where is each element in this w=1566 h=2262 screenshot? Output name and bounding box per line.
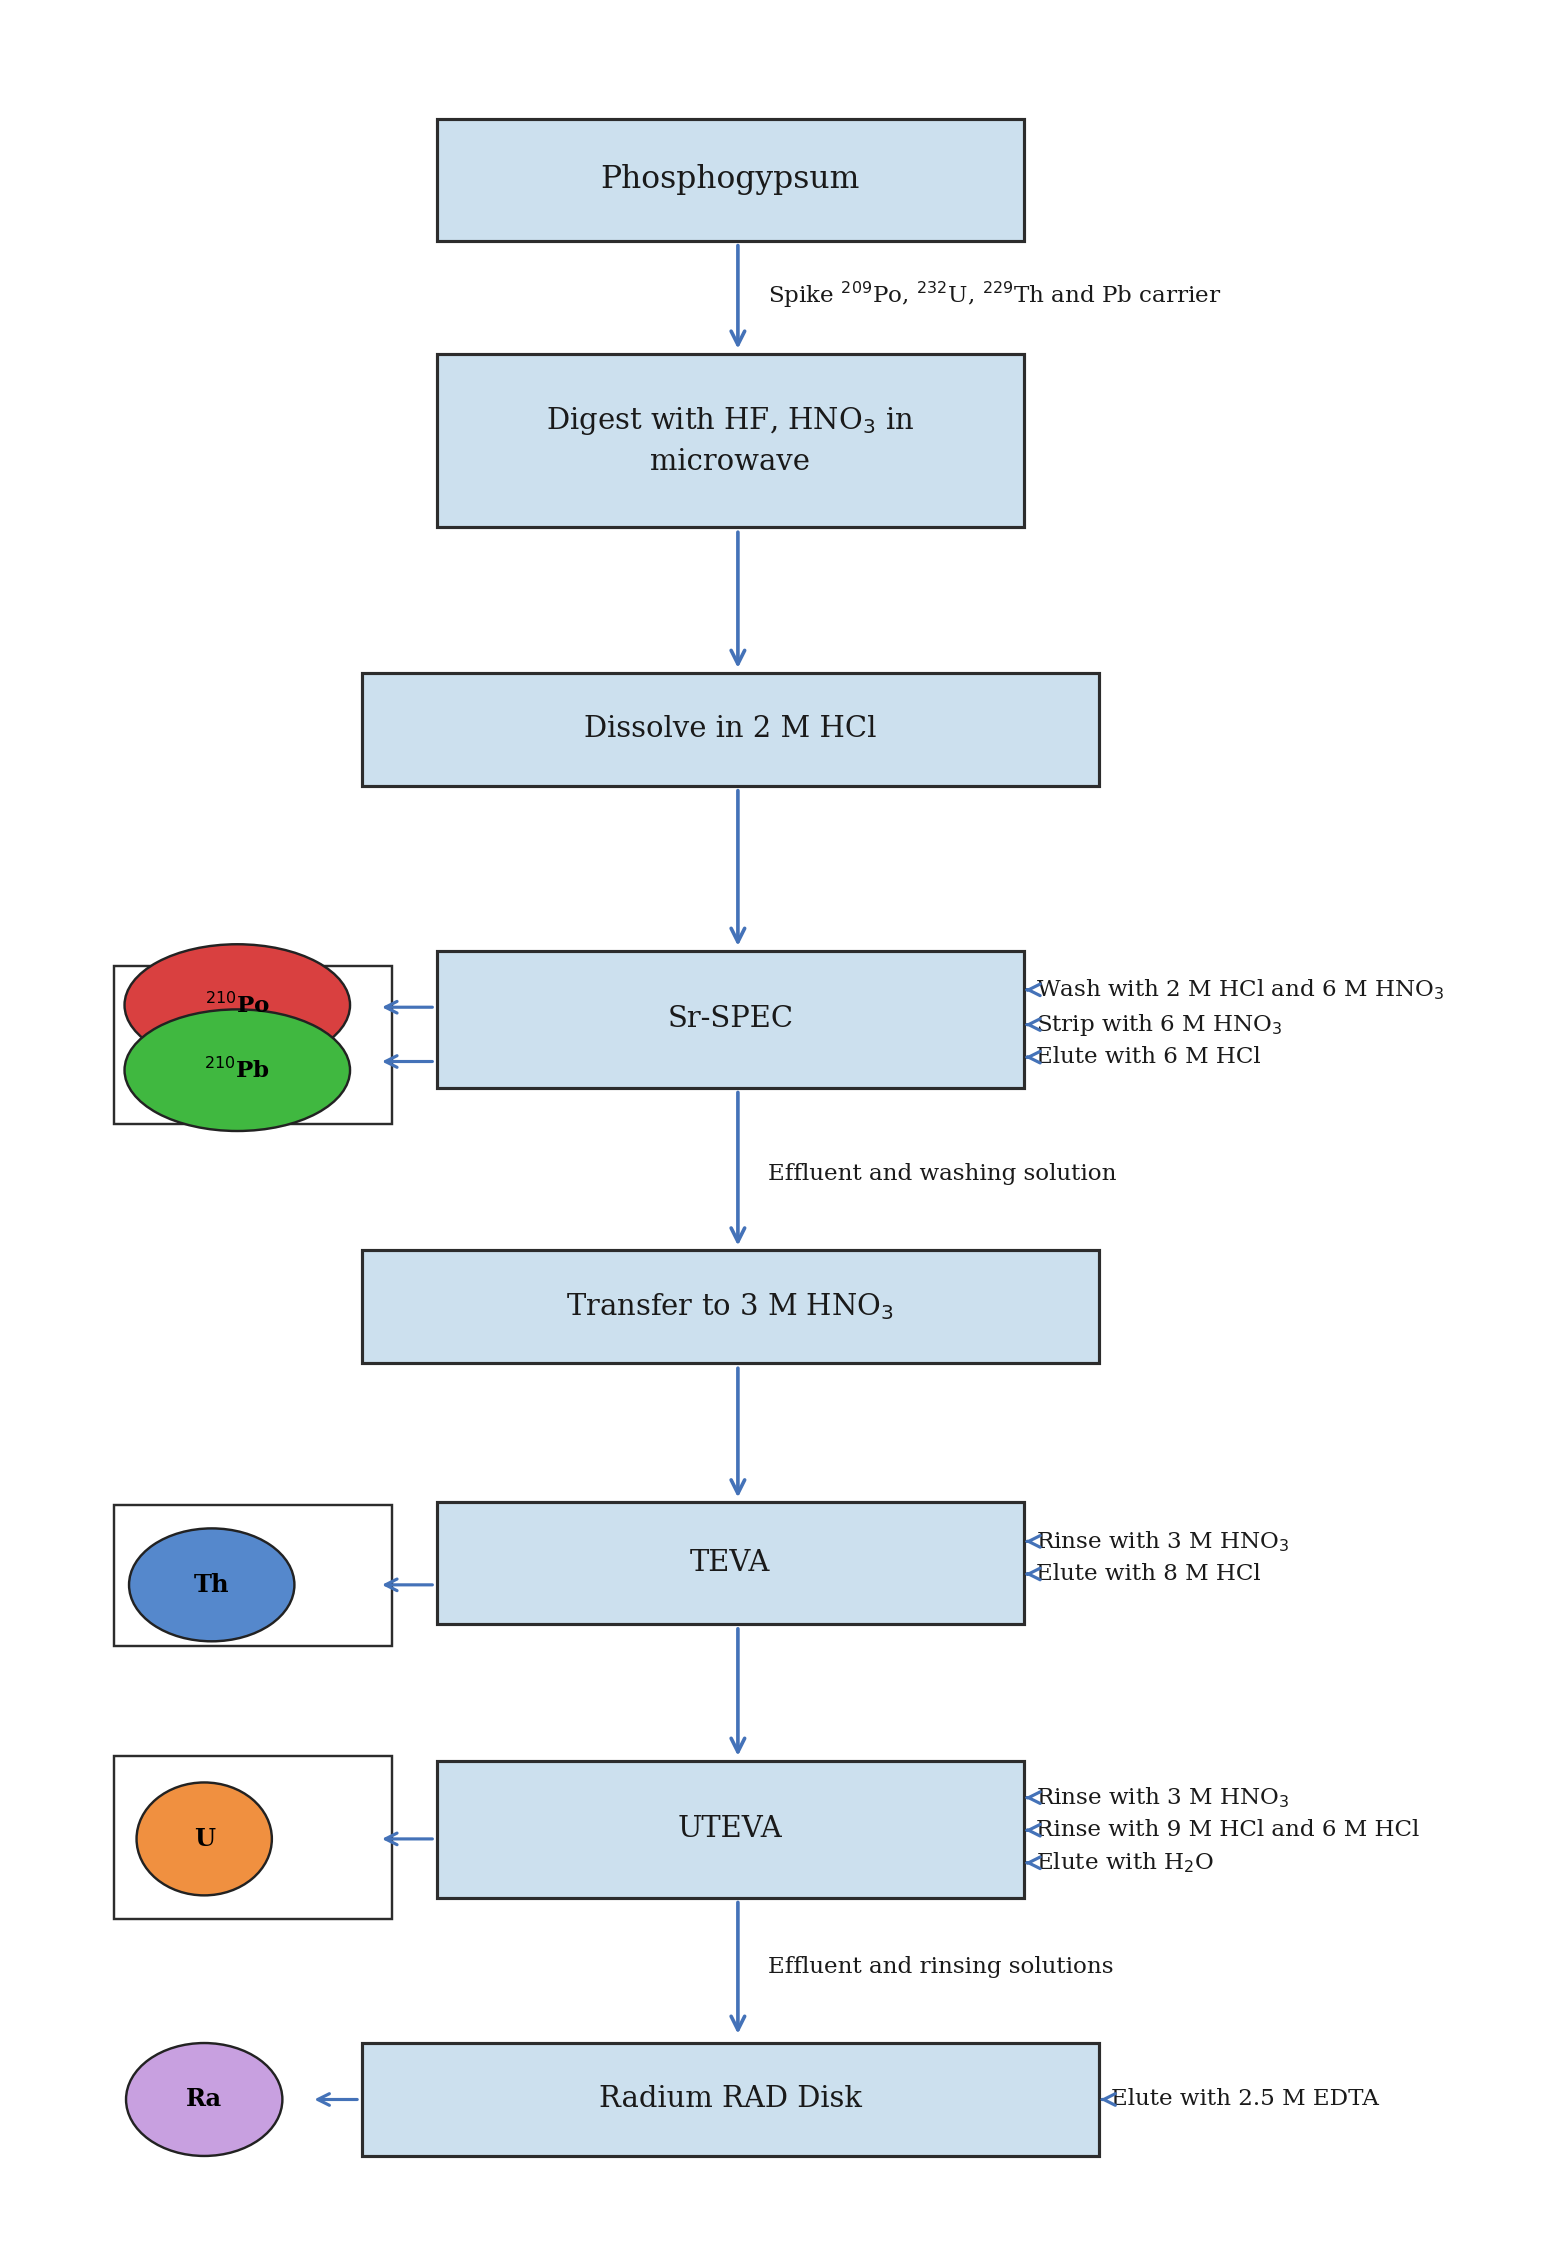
Text: Rinse with 9 M HCl and 6 M HCl: Rinse with 9 M HCl and 6 M HCl xyxy=(1035,1819,1419,1841)
Text: Elute with 8 M HCl: Elute with 8 M HCl xyxy=(1035,1563,1261,1586)
Text: Strip with 6 M HNO$_3$: Strip with 6 M HNO$_3$ xyxy=(1035,1011,1283,1038)
Text: Rinse with 3 M HNO$_3$: Rinse with 3 M HNO$_3$ xyxy=(1035,1529,1289,1554)
Text: Wash with 2 M HCl and 6 M HNO$_3$: Wash with 2 M HCl and 6 M HNO$_3$ xyxy=(1035,977,1444,1002)
FancyBboxPatch shape xyxy=(437,353,1024,527)
Text: $^{210}$Pb: $^{210}$Pb xyxy=(204,1059,271,1083)
Text: Transfer to 3 M HNO$_3$: Transfer to 3 M HNO$_3$ xyxy=(567,1292,894,1323)
Text: TEVA: TEVA xyxy=(691,1549,770,1577)
FancyBboxPatch shape xyxy=(437,950,1024,1088)
Text: Ra: Ra xyxy=(186,2088,222,2110)
FancyBboxPatch shape xyxy=(362,672,1099,785)
Text: $^{210}$Po: $^{210}$Po xyxy=(205,993,269,1018)
Ellipse shape xyxy=(128,1529,294,1642)
Text: Radium RAD Disk: Radium RAD Disk xyxy=(598,2086,861,2113)
Text: Effluent and washing solution: Effluent and washing solution xyxy=(767,1163,1117,1185)
Ellipse shape xyxy=(136,1782,272,1896)
Text: U: U xyxy=(194,1828,215,1850)
FancyBboxPatch shape xyxy=(437,120,1024,240)
Ellipse shape xyxy=(125,2043,282,2156)
Text: UTEVA: UTEVA xyxy=(678,1814,783,1844)
Text: Elute with H$_2$O: Elute with H$_2$O xyxy=(1035,1850,1214,1875)
Text: Effluent and rinsing solutions: Effluent and rinsing solutions xyxy=(767,1957,1113,1977)
FancyBboxPatch shape xyxy=(362,2043,1099,2156)
Ellipse shape xyxy=(125,1009,351,1131)
Text: Rinse with 3 M HNO$_3$: Rinse with 3 M HNO$_3$ xyxy=(1035,1785,1289,1810)
FancyBboxPatch shape xyxy=(437,1502,1024,1624)
FancyBboxPatch shape xyxy=(362,1251,1099,1364)
Text: Elute with 2.5 M EDTA: Elute with 2.5 M EDTA xyxy=(1110,2088,1378,2110)
Ellipse shape xyxy=(125,943,351,1065)
FancyBboxPatch shape xyxy=(437,1760,1024,1898)
Text: Phosphogypsum: Phosphogypsum xyxy=(601,165,860,195)
Text: Spike $^{209}$Po, $^{232}$U, $^{229}$Th and Pb carrier: Spike $^{209}$Po, $^{232}$U, $^{229}$Th … xyxy=(767,280,1221,310)
Text: Sr-SPEC: Sr-SPEC xyxy=(667,1004,794,1034)
Text: Digest with HF, HNO$_3$ in
microwave: Digest with HF, HNO$_3$ in microwave xyxy=(547,405,915,475)
Text: Dissolve in 2 M HCl: Dissolve in 2 M HCl xyxy=(584,715,877,744)
Text: Elute with 6 M HCl: Elute with 6 M HCl xyxy=(1035,1045,1261,1068)
Text: Th: Th xyxy=(194,1572,230,1597)
